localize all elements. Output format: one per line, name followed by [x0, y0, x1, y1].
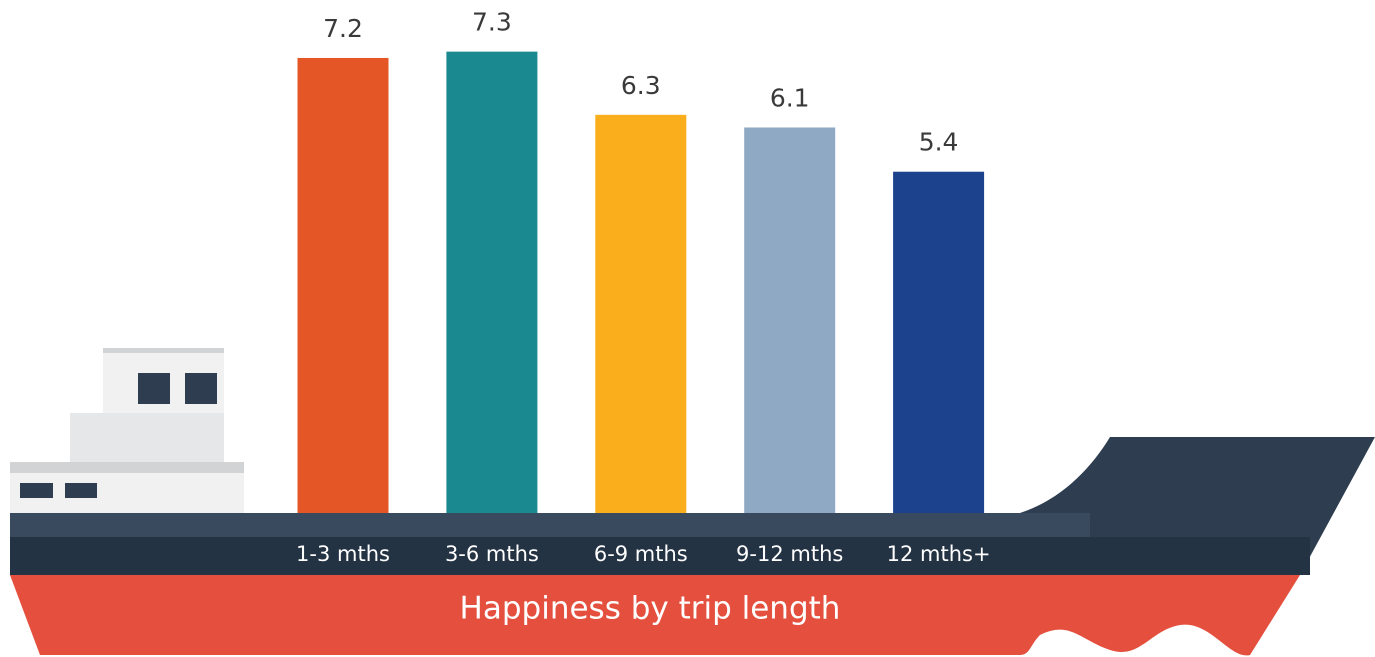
- hull-band: [10, 537, 1310, 575]
- stripe: [10, 462, 244, 473]
- ship: [10, 348, 1375, 656]
- chart-title: Happiness by trip length: [460, 591, 841, 627]
- bar: [595, 114, 687, 513]
- bar: [446, 51, 538, 513]
- roof: [103, 348, 224, 353]
- value-label: 6.1: [770, 83, 810, 112]
- window: [20, 483, 53, 498]
- bar: [297, 57, 389, 514]
- value-label: 7.2: [323, 14, 363, 43]
- hull: [10, 575, 1300, 656]
- window: [138, 373, 170, 404]
- value-label: 7.3: [472, 8, 512, 37]
- value-label: 6.3: [621, 71, 661, 100]
- x-tick-label: 3-6 mths: [445, 542, 539, 566]
- bar: [744, 127, 836, 513]
- window: [65, 483, 97, 498]
- window: [185, 373, 217, 404]
- x-tick-label: 12 mths+: [887, 542, 991, 566]
- x-tick-label: 6-9 mths: [594, 542, 688, 566]
- deck: [10, 513, 1090, 537]
- cabin: [70, 413, 224, 462]
- value-label: 5.4: [919, 128, 959, 157]
- x-tick-label: 1-3 mths: [296, 542, 390, 566]
- x-tick-label: 9-12 mths: [736, 542, 843, 566]
- bar: [893, 171, 985, 513]
